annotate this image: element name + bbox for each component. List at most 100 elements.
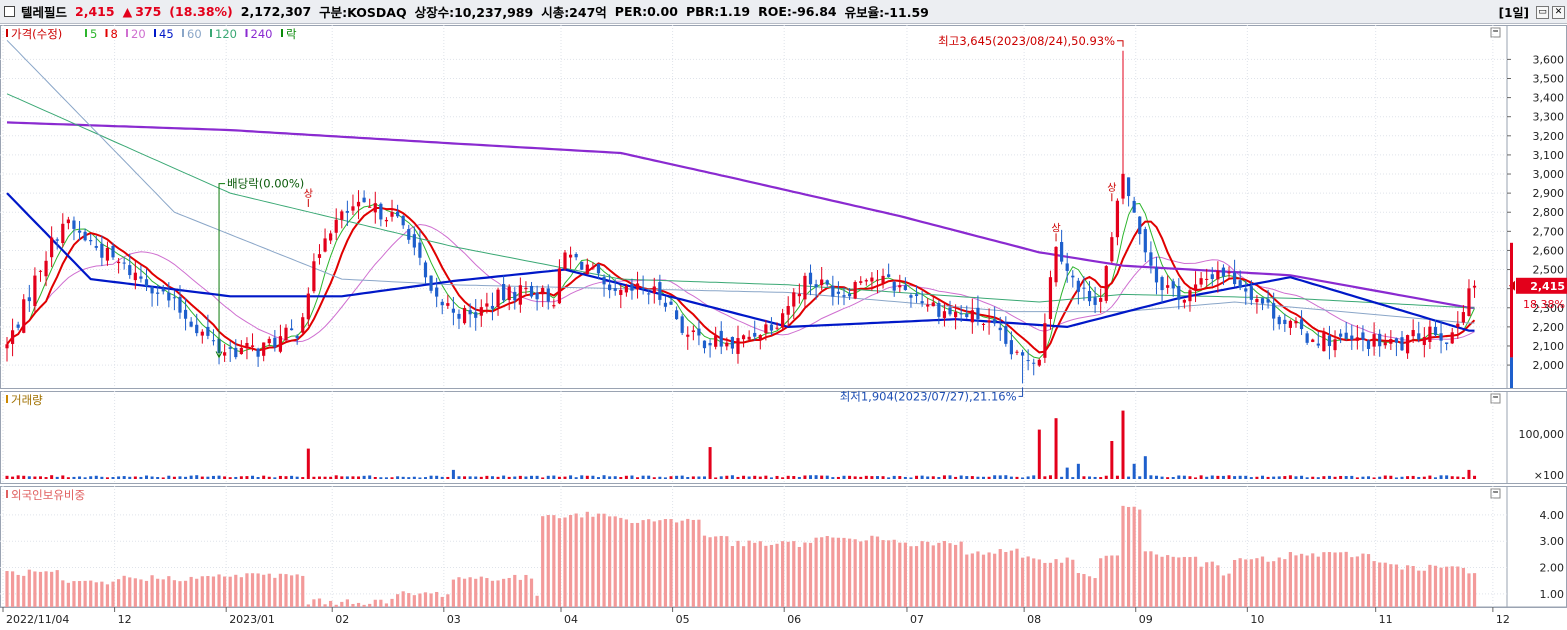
volume-bar: [1389, 475, 1393, 479]
volume-bar: [1205, 476, 1209, 479]
stock-chart[interactable]: 3,600 3,500 3,400 3,300 3,200 3,100 3,000 2,900…: [0, 24, 1567, 630]
candle-body: [613, 288, 617, 291]
candle-body: [1143, 229, 1147, 253]
candle-body: [1199, 278, 1203, 285]
foreign-bar: [1277, 557, 1281, 607]
foreign-bar: [206, 576, 210, 607]
foreign-bar: [719, 535, 723, 607]
price-change-pct: (18.38%): [169, 4, 233, 19]
candle-body: [820, 279, 824, 286]
foreign-tick-label: 3.00: [1540, 535, 1565, 548]
candle-body: [926, 304, 930, 307]
volume-bar: [775, 475, 779, 479]
candle-body: [736, 338, 740, 354]
candle-body: [1177, 285, 1181, 300]
legend-item: 5: [90, 27, 97, 41]
select-checkbox[interactable]: [4, 6, 15, 17]
volume-bar: [663, 477, 667, 479]
foreign-bar: [340, 601, 344, 607]
candle-body: [156, 292, 160, 294]
volume-bar: [1244, 475, 1248, 479]
candle-body: [161, 288, 165, 292]
volume-bar: [691, 476, 695, 479]
candle-body: [502, 283, 506, 301]
foreign-bar: [16, 574, 20, 607]
candle-body: [619, 289, 623, 295]
volume-bar: [38, 476, 42, 479]
foreign-bar: [993, 553, 997, 607]
foreign-bar: [1422, 570, 1426, 607]
candle-body: [792, 292, 796, 307]
foreign-bar: [1093, 578, 1097, 607]
foreign-bar: [312, 599, 316, 607]
volume-bar: [1350, 475, 1354, 479]
restore-icon[interactable]: ▭: [1536, 6, 1549, 19]
close-icon[interactable]: ✕: [1552, 6, 1565, 19]
volume-bar: [290, 475, 294, 479]
volume-bar: [864, 475, 868, 479]
candle-body: [1433, 326, 1438, 336]
candle-body: [1266, 299, 1270, 303]
candle-body: [914, 294, 919, 296]
volume-bar: [853, 476, 857, 479]
candle-body: [808, 272, 813, 285]
volume-bar: [1445, 475, 1449, 479]
volume-bar: [1004, 475, 1008, 479]
volume-bar: [1473, 475, 1477, 479]
candle-body: [1060, 242, 1064, 262]
reserve-ratio: 유보율:-11.59: [844, 5, 929, 20]
volume-bar: [535, 475, 539, 479]
foreign-bar: [172, 580, 176, 607]
candle-body: [351, 206, 355, 211]
volume-bar: [27, 476, 31, 479]
candle-body: [345, 211, 349, 213]
volume-bar: [424, 477, 427, 479]
candle-body: [401, 215, 405, 226]
candle-body: [462, 308, 467, 324]
foreign-bar: [725, 536, 729, 607]
foreign-bar: [189, 576, 193, 607]
candle-body: [909, 295, 913, 298]
x-axis-label: 06: [787, 613, 801, 626]
candle-body: [753, 332, 757, 337]
volume-bar: [987, 476, 991, 479]
candle-body: [178, 296, 182, 313]
foreign-bar: [1249, 559, 1253, 607]
candle-body: [1461, 312, 1465, 323]
candle-body: [451, 308, 455, 313]
volume-bar: [970, 476, 974, 479]
volume-bar: [267, 476, 271, 479]
foreign-bar: [552, 515, 556, 607]
volume-bar: [412, 476, 416, 479]
candle-body: [797, 293, 801, 297]
foreign-bar: [1461, 567, 1465, 607]
period-selector[interactable]: [1일]: [1498, 6, 1529, 20]
volume-bar: [1188, 476, 1192, 479]
foreign-legend-swatch: [6, 490, 8, 498]
candle-body: [931, 302, 935, 307]
candle-body: [289, 328, 294, 331]
legend-swatch: [281, 29, 283, 37]
foreign-bar: [714, 536, 718, 607]
volume-bar: [1411, 475, 1415, 479]
candle-body: [412, 234, 416, 248]
foreign-bar: [825, 536, 829, 607]
candle-body: [1411, 330, 1415, 337]
foreign-bar: [1099, 558, 1103, 607]
candle-body: [747, 336, 751, 340]
volume-bar: [1194, 477, 1198, 479]
foreign-bar: [541, 516, 545, 607]
foreign-bar: [1087, 576, 1092, 607]
candle-body: [608, 284, 612, 291]
volume-bar: [680, 475, 684, 479]
volume-bar: [1227, 475, 1231, 479]
foreign-bar: [987, 552, 991, 607]
foreign-bar: [875, 536, 880, 607]
candle-body: [150, 287, 154, 294]
candle-body: [340, 211, 344, 220]
volume-bar: [530, 475, 534, 479]
foreign-bar: [1160, 556, 1164, 607]
foreign-bar: [323, 604, 327, 607]
volume-bar: [1316, 477, 1320, 479]
candle-body: [1071, 275, 1075, 278]
